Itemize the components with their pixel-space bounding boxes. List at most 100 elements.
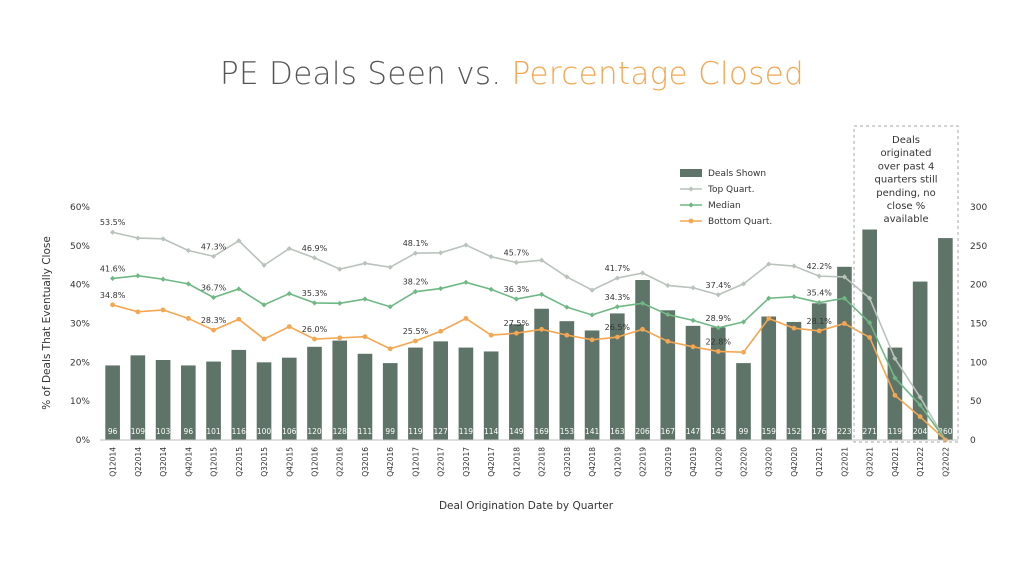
bar — [256, 362, 272, 440]
series-point — [690, 285, 696, 291]
y2-tick-label: 50 — [970, 397, 982, 407]
series-point — [362, 260, 368, 266]
series-point — [715, 292, 721, 298]
x-tick-label: Q42017 — [487, 447, 496, 477]
bar — [534, 308, 549, 440]
bar-value-label: 99 — [385, 427, 395, 436]
series-point — [841, 295, 848, 301]
bar-value-label: 119 — [459, 427, 474, 436]
series-point — [539, 291, 545, 297]
bar-value-label: 204 — [913, 427, 928, 436]
series-point — [135, 309, 141, 315]
series-point — [791, 325, 797, 331]
series-point — [210, 253, 217, 259]
series-point — [261, 302, 267, 308]
bar — [584, 330, 600, 440]
series-point — [286, 290, 292, 297]
bar — [433, 341, 448, 440]
y-tick-label: 0% — [76, 436, 91, 446]
legend-marker — [688, 202, 694, 208]
series-point — [665, 338, 671, 344]
series-point — [185, 316, 191, 321]
data-label: 38.2% — [403, 278, 429, 287]
x-tick-label: Q42020 — [790, 447, 799, 477]
y-tick-label: 20% — [70, 358, 90, 368]
bar — [130, 355, 146, 440]
x-axis-title: Deal Origination Date by Quarter — [439, 500, 614, 512]
bar-value-label: 147 — [686, 427, 701, 436]
series-point — [160, 236, 166, 242]
series-point — [816, 328, 822, 334]
series-point — [160, 307, 166, 313]
y2-tick-label: 200 — [970, 281, 987, 291]
bar — [231, 349, 247, 440]
series-point — [488, 286, 494, 292]
x-tick-label: Q22018 — [538, 447, 547, 477]
annotation-text: quarters still — [875, 175, 938, 186]
series-point — [715, 325, 721, 331]
series-point — [362, 334, 368, 340]
data-label: 35.4% — [806, 289, 832, 298]
series-point — [564, 304, 570, 310]
bar — [105, 365, 120, 440]
bar-value-label: 149 — [509, 427, 524, 436]
series-point — [816, 299, 822, 306]
y2-tick-label: 250 — [970, 242, 987, 252]
x-tick-label: Q22020 — [740, 447, 749, 477]
data-label: 27.5% — [504, 319, 530, 328]
series-point — [816, 273, 822, 279]
x-tick-label: Q12014 — [109, 447, 118, 477]
series-point — [842, 321, 847, 326]
series-point — [513, 296, 519, 302]
bar — [862, 229, 877, 440]
series-point — [387, 304, 393, 310]
line-series: 53.5% 47.3% 46.9% 48.1% 45.7% 41.7% 37.4% 42.2%… — [100, 218, 948, 443]
data-label: 36.7% — [201, 283, 227, 292]
bar-value-label: 260 — [938, 427, 953, 436]
data-label: 35.3% — [302, 289, 328, 298]
y-tick-label: 50% — [70, 242, 90, 252]
bar-value-label: 119 — [888, 427, 903, 436]
x-tick-label: Q32018 — [563, 447, 572, 477]
series-point — [766, 316, 772, 321]
data-label: 41.7% — [605, 264, 631, 273]
data-label: 46.9% — [302, 244, 328, 253]
bar-value-label: 176 — [812, 427, 827, 436]
series-point — [589, 312, 595, 318]
annotation-text: pending, no — [876, 188, 935, 199]
legend-marker — [688, 218, 694, 224]
bar — [559, 321, 575, 440]
series-point — [639, 270, 646, 276]
bar-value-label: 103 — [156, 427, 171, 436]
bar-value-label: 145 — [711, 427, 726, 436]
bar-value-label: 116 — [232, 427, 247, 436]
series-point — [917, 414, 923, 420]
y2-tick-label: 0 — [970, 436, 976, 446]
bar-value-label: 111 — [358, 427, 373, 436]
series-point — [892, 355, 898, 362]
title-main: PE Deals Seen vs. — [219, 56, 512, 92]
bar — [206, 361, 221, 440]
y-tick-label: 10% — [70, 397, 90, 407]
bar — [610, 313, 625, 440]
x-tick-label: Q12016 — [311, 447, 320, 477]
x-tick-label: Q22015 — [235, 447, 244, 477]
series-point — [539, 257, 545, 263]
bar — [710, 327, 726, 440]
series-point — [589, 287, 595, 293]
series-point — [766, 261, 772, 267]
data-label: 41.6% — [100, 264, 126, 273]
bar — [660, 310, 676, 440]
bar-value-label: 169 — [534, 427, 549, 436]
axes: 0% 10% 20% 30% 40% 50% 60% 0 50 100 150 200 250 300 Q1… — [70, 203, 987, 477]
series-point — [614, 275, 620, 281]
data-label: 45.7% — [504, 249, 530, 258]
bar-value-label: 100 — [257, 427, 272, 436]
x-tick-label: Q32015 — [260, 447, 269, 477]
series-point — [286, 324, 292, 330]
x-tick-label: Q42021 — [891, 447, 900, 477]
bar — [685, 325, 701, 440]
x-tick-label: Q12022 — [916, 447, 925, 477]
series-point — [513, 330, 519, 336]
bar-value-label: 141 — [585, 427, 600, 436]
